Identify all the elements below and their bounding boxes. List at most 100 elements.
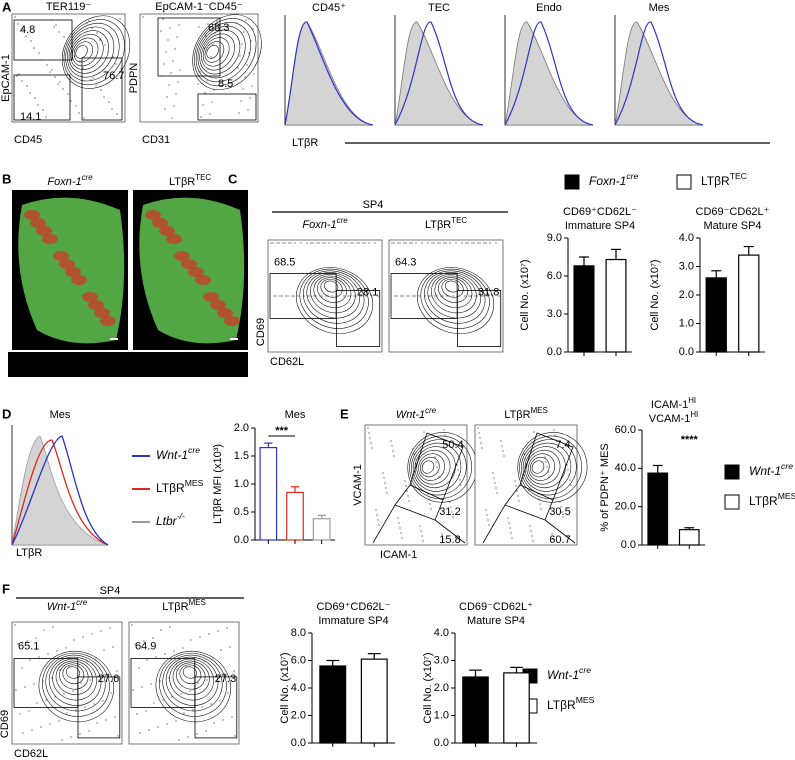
dot	[346, 242, 348, 244]
error-bar	[652, 464, 663, 474]
y-tick-label: 2.0	[291, 709, 306, 721]
dot	[33, 683, 35, 685]
chart-title-sup: HI	[688, 396, 696, 405]
contour	[52, 658, 97, 701]
dot	[306, 242, 308, 244]
contour	[421, 460, 435, 474]
dot	[501, 445, 503, 447]
dot	[37, 104, 39, 106]
medulla	[166, 234, 182, 244]
panel-letter: C	[228, 171, 238, 186]
dot	[251, 85, 253, 87]
dot	[120, 68, 122, 70]
dot	[239, 55, 241, 57]
dot	[89, 679, 91, 681]
dot	[570, 484, 572, 486]
contour	[431, 273, 477, 314]
dot	[412, 448, 414, 450]
bar	[647, 472, 669, 546]
column-label: Wnt-1cre	[396, 406, 437, 421]
contour	[531, 460, 545, 474]
dot	[568, 474, 570, 476]
dot	[19, 713, 21, 715]
gate-value: 64.3	[395, 256, 416, 268]
x-label: CD62L	[270, 356, 304, 368]
dot	[529, 525, 531, 527]
medulla	[210, 300, 226, 310]
dot	[540, 508, 542, 510]
y-label: VCAM-1	[352, 464, 364, 506]
dot	[548, 476, 550, 478]
gate-value: 27.6	[98, 673, 119, 685]
dot	[284, 242, 286, 244]
dot	[436, 466, 438, 468]
dot	[554, 434, 556, 436]
dot	[66, 712, 68, 714]
dot	[272, 242, 274, 244]
dot	[459, 479, 461, 481]
chart-title: Immature SP4	[318, 615, 388, 627]
dot	[509, 527, 511, 529]
dot	[385, 487, 387, 489]
y-label: EpCAM-1	[0, 54, 12, 102]
dot	[197, 682, 199, 684]
medulla	[88, 300, 104, 310]
dot	[376, 514, 378, 516]
contours	[270, 242, 379, 334]
dot	[392, 450, 394, 452]
dot	[166, 96, 168, 98]
legend-label: LTβRMES	[156, 478, 204, 495]
dot	[418, 295, 420, 297]
dot	[502, 450, 504, 452]
dot	[237, 67, 239, 69]
dot	[390, 440, 392, 442]
contour	[42, 652, 110, 717]
scale-bar	[230, 338, 238, 340]
dot	[84, 706, 86, 708]
medulla	[82, 292, 98, 302]
gate-value: 15.8	[439, 534, 460, 546]
dot	[405, 485, 407, 487]
contour	[420, 268, 490, 329]
panel-letter: A	[2, 0, 12, 14]
dot	[190, 639, 192, 641]
contour	[75, 45, 88, 59]
legend-label-main: LTβR	[701, 174, 730, 188]
column-label-sup: cre	[337, 216, 349, 225]
medulla	[174, 251, 190, 261]
contour	[194, 18, 257, 87]
column-label: LTβRMES	[504, 406, 547, 421]
contour	[192, 14, 262, 90]
dot	[145, 710, 147, 712]
dot	[393, 242, 395, 244]
contour	[197, 25, 246, 79]
legend-label-main: LTβR	[749, 494, 778, 508]
dot	[270, 242, 272, 244]
dot	[174, 48, 176, 50]
chart-title: Immature SP4	[565, 220, 635, 232]
dot	[49, 71, 51, 73]
dot	[163, 63, 165, 65]
histogram-sample	[284, 21, 374, 126]
dot	[202, 104, 204, 106]
contour	[416, 449, 451, 485]
dot	[107, 673, 109, 675]
legend-label: LTβRTEC	[701, 171, 747, 188]
dot	[551, 533, 553, 535]
dot	[54, 76, 56, 78]
legend-label-main: Wnt-1	[156, 448, 188, 462]
dot	[70, 736, 72, 738]
gate-value: 68.3	[208, 22, 229, 34]
dot	[26, 85, 28, 87]
dot	[468, 295, 470, 297]
dot	[477, 242, 479, 244]
dot	[458, 295, 460, 297]
y-tick-label: 0.0	[547, 346, 562, 358]
medulla	[42, 234, 58, 244]
bar	[503, 672, 530, 744]
dot	[198, 26, 200, 28]
dot	[243, 31, 245, 33]
dot	[51, 677, 53, 679]
dot	[235, 79, 237, 81]
dot	[428, 295, 430, 297]
